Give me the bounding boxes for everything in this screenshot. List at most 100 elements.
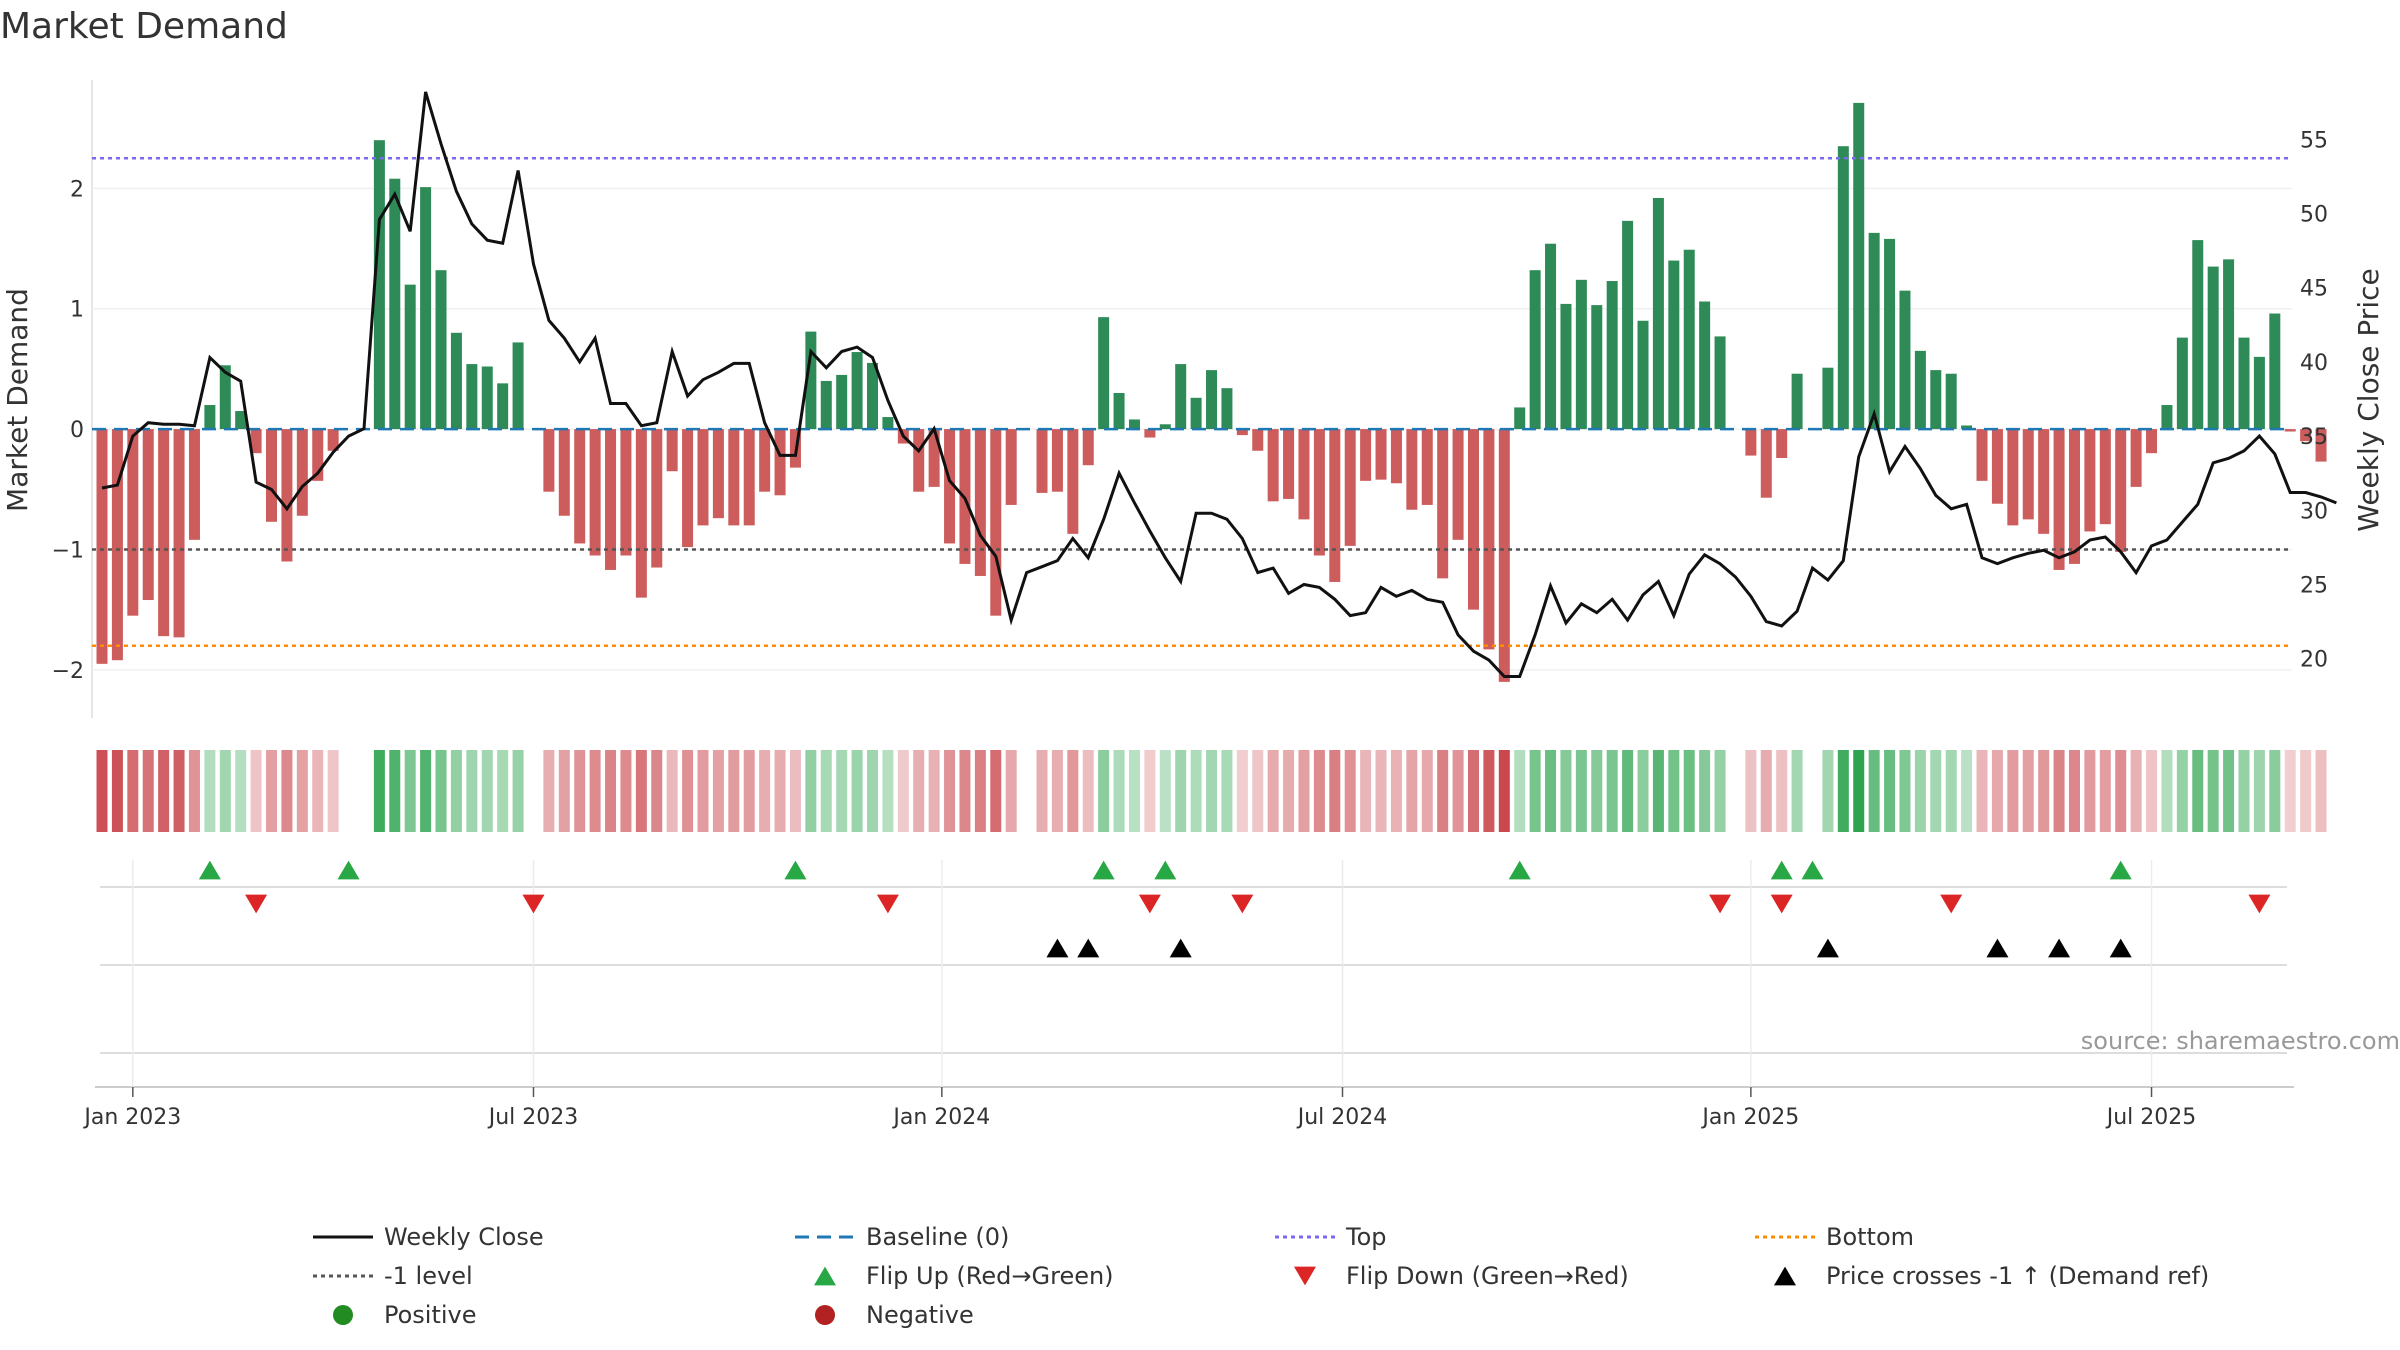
negative-bar: [990, 429, 1002, 616]
positive-bar: [1714, 336, 1726, 430]
negative-bar: [2300, 429, 2312, 442]
strip-cell: [219, 750, 231, 832]
positive-bar: [1637, 320, 1649, 430]
legend-label: Baseline (0): [866, 1223, 1009, 1251]
positive-bar: [1668, 260, 1680, 430]
negative-bar: [743, 429, 755, 526]
negative-bar: [2115, 429, 2127, 552]
strip-cell: [2053, 750, 2065, 832]
negative-bar: [1991, 429, 2003, 504]
strip-cell: [1344, 750, 1356, 832]
strip-cell: [1683, 750, 1695, 832]
strip-cell: [589, 750, 601, 832]
strip-cell: [805, 750, 817, 832]
legend: Weekly Close Baseline (0) Top Bottom -1 leve…: [313, 1223, 2209, 1329]
strip-cell: [1113, 750, 1125, 832]
positive-bar: [882, 417, 894, 430]
negative-bar: [913, 429, 925, 492]
negative-bar: [2022, 429, 2034, 520]
negative-bar: [1467, 429, 1479, 610]
positive-bar: [836, 374, 848, 430]
left-axis-label: Market Demand: [1, 288, 34, 512]
strip-cell: [1760, 750, 1772, 832]
negative-bar: [312, 429, 324, 481]
positive-bar: [1591, 305, 1603, 430]
price-cross-marker: [1169, 938, 1192, 958]
positive-bar: [1853, 102, 1865, 430]
left-tick-label: −1: [52, 538, 84, 563]
negative-bar: [1406, 429, 1418, 510]
x-tick-label: Jan 2024: [891, 1105, 990, 1130]
strip-cell: [682, 750, 694, 832]
legend-label: Top: [1345, 1223, 1387, 1251]
positive-bar: [1529, 270, 1541, 430]
negative-bar: [327, 429, 339, 451]
strip-cell: [1452, 750, 1464, 832]
negative-bar: [1452, 429, 1464, 540]
flip-up-marker: [2109, 860, 2132, 880]
strip-cell: [1098, 750, 1110, 832]
legend-label: Negative: [866, 1301, 974, 1329]
strip-cell: [1591, 750, 1603, 832]
positive-bar: [1884, 238, 1896, 430]
positive-bar: [1945, 373, 1957, 430]
legend-swatch: [1774, 1266, 1796, 1286]
strip-cell: [1467, 750, 1479, 832]
legend-swatch: [815, 1305, 835, 1325]
strip-cell: [1236, 750, 1248, 832]
negative-bar: [759, 429, 771, 492]
strip-cell: [1005, 750, 1017, 832]
strip-cell: [1961, 750, 1973, 832]
strip-cell: [1668, 750, 1680, 832]
legend-item: -1 level: [313, 1262, 473, 1290]
strip-cell: [188, 750, 200, 832]
strip-cell: [1837, 750, 1849, 832]
strip-cell: [2192, 750, 2204, 832]
strip-cell: [266, 750, 278, 832]
strip-cell: [1652, 750, 1664, 832]
chart-title: Market Demand: [0, 6, 288, 47]
x-axis-ticks: Jan 2023 Jul 2023 Jan 2024 Jul 2024 Jan 2025…: [82, 1087, 2196, 1130]
negative-bar: [281, 429, 293, 562]
legend-item: Bottom: [1755, 1223, 1914, 1251]
positive-bar: [2223, 259, 2235, 430]
positive-bar: [435, 270, 447, 430]
negative-bar: [1390, 429, 1402, 484]
strip-cell: [1375, 750, 1387, 832]
strip-cell: [1745, 750, 1757, 832]
strip-cell: [851, 750, 863, 832]
strip-cell: [1313, 750, 1325, 832]
positive-bar: [1837, 146, 1849, 430]
strip-cell: [2146, 750, 2158, 832]
strip-cell: [990, 750, 1002, 832]
flip-down-markers: [245, 894, 2271, 914]
strip-cell: [1868, 750, 1880, 832]
strip-cell: [2315, 750, 2327, 832]
x-tick-label: Jul 2024: [1296, 1105, 1388, 1130]
strip-cell: [2207, 750, 2219, 832]
right-tick-label: 45: [2300, 277, 2328, 302]
flip-down-marker: [876, 894, 899, 914]
positive-bar: [1128, 419, 1140, 430]
demand-color-strip: [96, 750, 2327, 832]
positive-bar: [2238, 337, 2250, 430]
negative-bar: [1283, 429, 1295, 499]
event-markers: [95, 860, 2294, 1088]
strip-cell: [882, 750, 894, 832]
flip-up-marker: [198, 860, 221, 880]
negative-bar: [666, 429, 678, 472]
strip-cell: [158, 750, 170, 832]
negative-bar: [1313, 429, 1325, 556]
strip-cell: [2161, 750, 2173, 832]
flip-down-marker: [522, 894, 545, 914]
strip-cell: [743, 750, 755, 832]
flip-up-marker: [1770, 860, 1793, 880]
negative-bar: [1776, 429, 1788, 458]
negative-bar: [635, 429, 647, 598]
strip-cell: [1545, 750, 1557, 832]
strip-cell: [897, 750, 909, 832]
strip-cell: [1914, 750, 1926, 832]
weekly-close-line: [101, 91, 2337, 678]
price-cross-marker: [1077, 938, 1100, 958]
strip-cell: [2223, 750, 2235, 832]
